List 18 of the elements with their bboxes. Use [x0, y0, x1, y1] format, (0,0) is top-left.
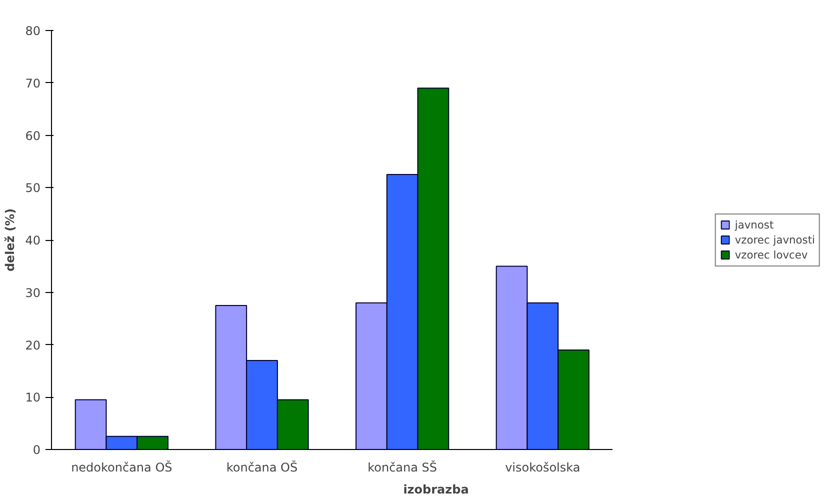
y-tick-label: 20	[25, 338, 41, 352]
x-tick-label: končana OŠ	[226, 460, 298, 474]
y-tick-label: 0	[32, 443, 41, 457]
y-tick-label: 40	[25, 234, 41, 248]
y-tick-label: 10	[25, 390, 41, 405]
x-axis-title: izobrazba	[403, 482, 469, 496]
y-tick-label: 80	[25, 24, 41, 38]
y-tick-label: 50	[25, 181, 41, 196]
legend-label: javnost	[734, 218, 774, 231]
x-tick-label: nedokončana OŠ	[71, 460, 172, 474]
y-tick-label: 30	[25, 286, 41, 300]
legend-label: vzorec lovcev	[734, 248, 808, 261]
legend-label: vzorec javnosti	[734, 233, 815, 246]
y-tick-label: 60	[25, 128, 41, 143]
y-axis-title: delež (%)	[3, 208, 18, 272]
x-tick-label: končana SŠ	[368, 460, 438, 474]
x-tick-label: visokošolska	[505, 460, 580, 474]
y-tick-label: 70	[25, 76, 41, 90]
